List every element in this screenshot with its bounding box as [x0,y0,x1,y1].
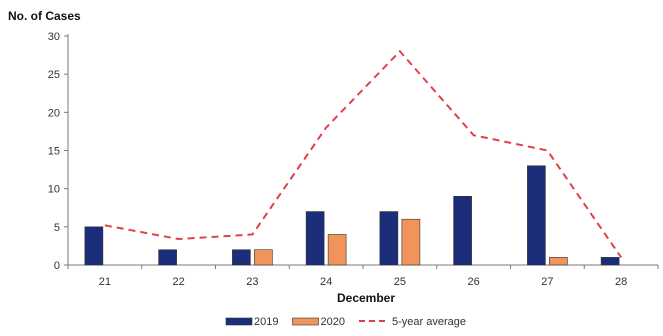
bar-2020 [401,218,421,266]
x-tick-label: 25 [394,276,406,288]
plot-area: 0 5 10 15 20 25 30 21 22 23 24 25 26 27 28 [48,31,659,288]
y-tick-label: 10 [48,184,60,196]
legend-label-5-year-average: 5-year average [392,316,466,328]
bar-2020 [549,257,568,266]
x-tick-label: 26 [468,276,480,288]
bar-2019 [453,196,472,266]
bar-2019 [305,211,325,266]
y-tick-label: 0 [54,260,60,272]
bar-2020 [327,234,347,266]
legend: 2019 2020 5-year average [225,316,466,328]
x-tick-label: 24 [320,276,332,288]
x-tick-label: 27 [541,276,553,288]
bar-2019 [232,249,251,266]
y-tick-label: 25 [48,69,60,81]
bar-2020 [254,249,273,266]
x-tick-label: 28 [615,276,627,288]
x-tick-label: 23 [246,276,258,288]
series-line-5-year-average [104,49,622,258]
x-tick-label: 22 [173,276,185,288]
y-tick-label: 15 [48,146,60,158]
legend-label-2020: 2020 [320,316,344,328]
legend-swatch-2020 [292,317,319,326]
x-tick-label: 21 [99,276,111,288]
x-axis-label: December [337,291,395,305]
bar-2019 [527,165,546,266]
bar-2019 [158,249,177,266]
y-tick-label: 20 [48,107,60,119]
y-tick-label: 5 [54,222,60,234]
bar-2019 [84,226,104,266]
legend-label-2019: 2019 [254,316,278,328]
y-axis-label: No. of Cases [8,9,81,23]
legend-swatch-2019 [225,317,253,326]
bar-2019 [600,257,620,266]
bar-2019 [379,211,399,266]
y-tick-label: 30 [48,31,60,43]
